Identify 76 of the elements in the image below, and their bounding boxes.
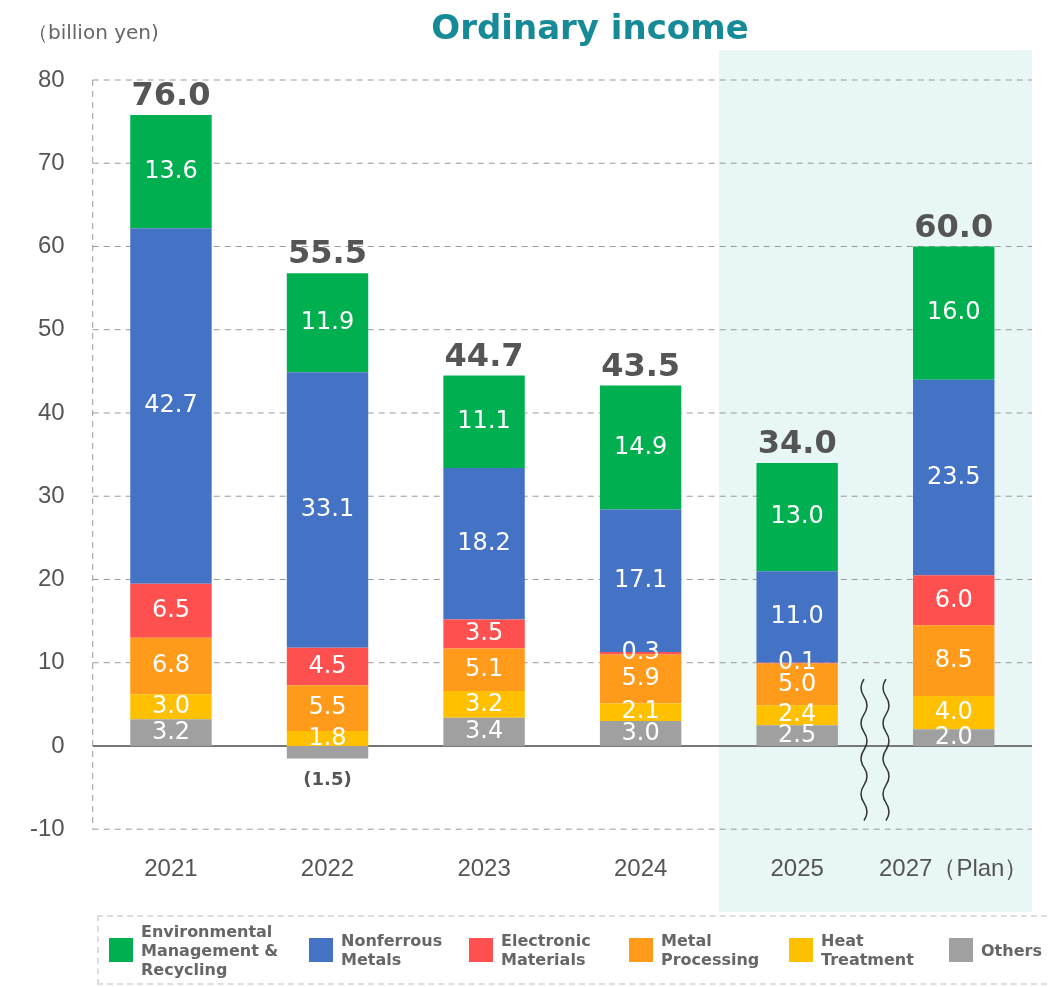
data-label: 6.0 (934, 584, 973, 613)
y-tick-label: 70 (37, 147, 65, 175)
data-label: 17.1 (613, 564, 668, 593)
bar (130, 114, 212, 229)
y-tick-label: 30 (37, 480, 65, 508)
data-label: 33.1 (300, 494, 355, 523)
bar (756, 462, 838, 572)
data-label: 5.1 (464, 654, 504, 683)
bar (913, 246, 995, 380)
legend-label: Metal Processing (661, 931, 761, 969)
bar (286, 372, 369, 648)
y-tick-label: 10 (37, 647, 65, 675)
bar (130, 583, 212, 638)
data-label: 3.4 (464, 716, 504, 745)
bar (443, 648, 525, 692)
bar (599, 385, 682, 510)
bar (130, 228, 212, 584)
total-label: 43.5 (601, 345, 681, 384)
bar (913, 575, 995, 626)
bar (913, 379, 995, 576)
total-label: 44.7 (444, 335, 524, 374)
data-label: 18.2 (457, 527, 511, 556)
bar (443, 619, 525, 649)
legend-label: Environmental Management & Recycling (141, 921, 280, 979)
x-tick-label: 2023 (457, 854, 511, 882)
data-label: (1.5) (303, 768, 352, 790)
total-label: 76.0 (131, 75, 211, 114)
data-label: 23.5 (927, 461, 981, 490)
data-label: 11.9 (300, 306, 355, 335)
y-tick-label: 0 (51, 730, 65, 758)
y-tick-label: 20 (37, 564, 65, 592)
chart-title: Ordinary income (431, 6, 749, 47)
legend-label: Heat Treatment (821, 931, 915, 969)
y-tick-label: 40 (37, 397, 65, 425)
x-tick-label: 2024 (613, 854, 668, 882)
data-label: 3.2 (464, 688, 504, 717)
x-tick-label: 2025 (770, 854, 824, 882)
data-label: 13.6 (144, 155, 198, 184)
bar (130, 719, 212, 746)
bar (286, 273, 369, 373)
legend-label: Nonferrous Metals (341, 931, 443, 969)
data-label: 8.5 (934, 644, 973, 673)
bar (443, 691, 525, 718)
data-label: 1.8 (308, 722, 347, 751)
bar (130, 637, 212, 695)
data-label: 6.8 (151, 650, 191, 679)
data-label: 16.0 (927, 297, 981, 326)
bar (443, 467, 525, 620)
bar (913, 625, 995, 697)
data-label: 6.5 (151, 594, 191, 623)
data-label: 11.0 (770, 601, 824, 630)
legend-label: Others (981, 940, 1042, 960)
bar (286, 647, 369, 686)
data-label: 5.9 (621, 663, 660, 692)
y-tick-label: 60 (37, 231, 65, 259)
data-label: 0.3 (621, 637, 660, 666)
y-axis-title: （billion yen) (28, 20, 159, 45)
total-label: 55.5 (288, 233, 367, 272)
legend-label: Electronic Materials (501, 931, 592, 969)
data-label: 11.1 (457, 405, 511, 434)
data-label: 3.5 (464, 618, 504, 647)
total-label: 60.0 (914, 206, 994, 245)
x-tick-label: 2022 (300, 854, 355, 882)
y-tick-label: -10 (30, 813, 65, 841)
bar (286, 745, 369, 759)
data-label: 42.7 (144, 390, 198, 419)
bar (443, 375, 525, 468)
data-label: 14.9 (613, 431, 668, 460)
data-label: 4.5 (308, 650, 347, 679)
y-tick-label: 50 (37, 314, 65, 342)
x-tick-label: 2027（Plan） (879, 854, 1029, 882)
total-label: 34.0 (757, 423, 837, 462)
x-tick-label: 2021 (144, 854, 198, 882)
y-tick-label: 80 (37, 64, 65, 92)
data-label: 13.0 (770, 501, 824, 530)
data-label: 5.5 (308, 692, 347, 721)
